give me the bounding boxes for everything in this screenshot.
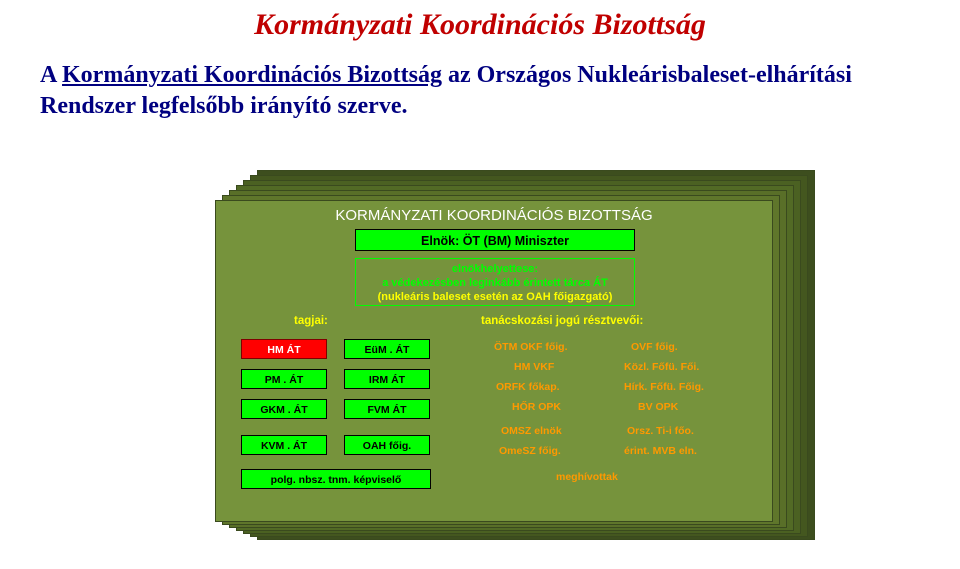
member-hm: HM ÁT bbox=[241, 339, 327, 359]
adv-hm: HM VKF bbox=[514, 361, 554, 373]
adv-omsz: OMSZ elnök bbox=[501, 425, 562, 437]
member-pm: PM . ÁT bbox=[241, 369, 327, 389]
member-kvm: KVM . ÁT bbox=[241, 435, 327, 455]
panel-face: KORMÁNYZATI KOORDINÁCIÓS BIZOTTSÁG Elnök… bbox=[215, 200, 773, 522]
member-polg: polg. nbsz. tnm. képviselő bbox=[241, 469, 431, 489]
adv-ovf: OVF főig. bbox=[631, 341, 678, 353]
adv-tii: Orsz. Ti-i főo. bbox=[627, 425, 694, 437]
sub-prefix: A bbox=[40, 62, 62, 88]
member-eum: EüM . ÁT bbox=[344, 339, 430, 359]
president-box: Elnök: ÖT (BM) Miniszter bbox=[355, 229, 635, 251]
org-diagram: KORMÁNYZATI KOORDINÁCIÓS BIZOTTSÁG Elnök… bbox=[215, 170, 815, 540]
adv-megh: meghívottak bbox=[556, 471, 618, 483]
diagram-header: KORMÁNYZATI KOORDINÁCIÓS BIZOTTSÁG bbox=[216, 201, 772, 224]
adv-kozl: Közl. Főfü. Fői. bbox=[624, 361, 699, 373]
vice-president-box: elnökhelyettese: a védekezésben leginkáb… bbox=[355, 258, 635, 306]
vp-line1: elnökhelyettese: bbox=[356, 263, 634, 277]
adv-mvb: érint. MVB eln. bbox=[624, 445, 697, 457]
member-fvm: FVM ÁT bbox=[344, 399, 430, 419]
adv-omesz: OmeSZ főig. bbox=[499, 445, 561, 457]
member-oah: OAH főig. bbox=[344, 435, 430, 455]
page-title: Kormányzati Koordinációs Bizottság bbox=[0, 0, 960, 42]
adv-hirk: Hírk. Főfü. Főig. bbox=[624, 381, 704, 393]
member-irm: IRM ÁT bbox=[344, 369, 430, 389]
members-label: tagjai: bbox=[294, 315, 328, 327]
sub-underline: Kormányzati Koordinációs Bizottság bbox=[62, 62, 442, 88]
adv-hor: HŐR OPK bbox=[512, 401, 561, 413]
advisory-label: tanácskozási jogú résztvevői: bbox=[481, 315, 643, 327]
adv-otm: ÖTM OKF főig. bbox=[494, 341, 568, 353]
adv-orfk: ORFK főkap. bbox=[496, 381, 560, 393]
member-gkm: GKM . ÁT bbox=[241, 399, 327, 419]
page-subtitle: A Kormányzati Koordinációs Bizottság az … bbox=[0, 42, 960, 122]
vp-line3: (nukleáris baleset esetén az OAH főigazg… bbox=[356, 291, 634, 305]
adv-bv: BV OPK bbox=[638, 401, 678, 413]
vp-line2: a védekezésben leginkább érintett tárca … bbox=[356, 277, 634, 291]
